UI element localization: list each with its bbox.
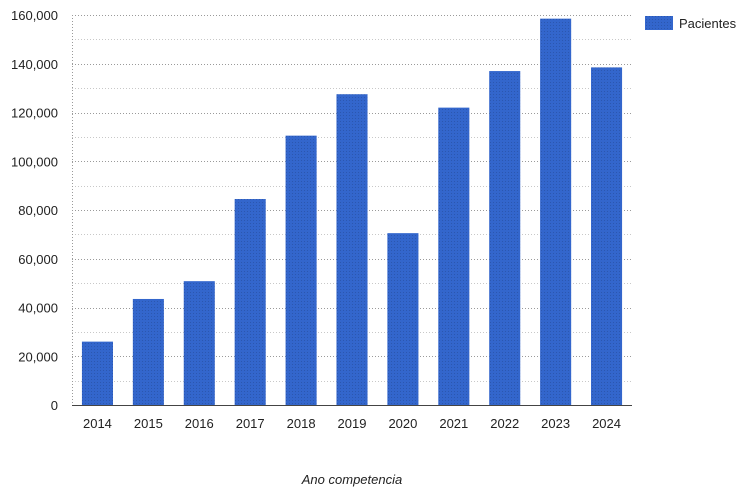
y-tick-label: 140,000 [11,57,58,72]
x-tick-label: 2022 [490,416,519,431]
x-tick-label: 2016 [185,416,214,431]
bar-2017 [234,199,266,405]
x-axis-title: Ano competencia [301,472,402,487]
bars [81,18,623,405]
bar-2022 [489,71,521,405]
y-tick-label: 80,000 [18,203,58,218]
y-tick-label: 20,000 [18,349,58,364]
x-tick-label: 2018 [287,416,316,431]
x-tick-label: 2015 [134,416,163,431]
y-tick-label: 160,000 [11,8,58,23]
x-tick-label: 2024 [592,416,621,431]
bar-2020 [387,233,419,405]
legend: Pacientes [645,16,737,31]
x-tick-label: 2021 [439,416,468,431]
y-tick-label: 100,000 [11,154,58,169]
bar-2015 [132,298,164,405]
bar-2016 [183,281,215,405]
legend-swatch [645,16,673,30]
bar-2021 [438,107,470,405]
tick-labels: 0 20,000 40,000 60,000 80,000 100,000 120,000 1… [11,8,621,431]
bar-2018 [285,135,317,405]
legend-label: Pacientes [679,16,737,31]
bar-2023 [540,18,572,405]
x-tick-label: 2017 [236,416,265,431]
x-tick-label: 2023 [541,416,570,431]
bar-2014 [81,341,113,405]
y-tick-label: 60,000 [18,252,58,267]
x-tick-label: 2014 [83,416,112,431]
bar-2024 [591,67,623,405]
x-tick-label: 2020 [388,416,417,431]
y-tick-label: 120,000 [11,106,58,121]
y-tick-label: 0 [51,398,58,413]
axes [72,15,632,406]
y-tick-label: 40,000 [18,301,58,316]
bar-2019 [336,94,368,405]
x-tick-label: 2019 [338,416,367,431]
